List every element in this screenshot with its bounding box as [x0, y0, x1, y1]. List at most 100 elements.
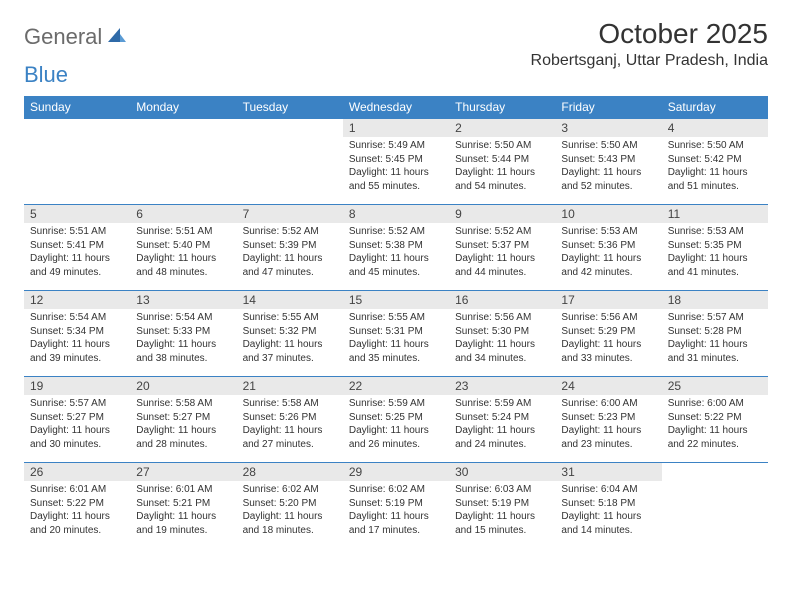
calendar-cell: 10Sunrise: 5:53 AMSunset: 5:36 PMDayligh…: [555, 204, 661, 290]
sunrise-text: Sunrise: 5:49 AM: [349, 139, 443, 153]
cell-content: Sunrise: 5:52 AMSunset: 5:39 PMDaylight:…: [237, 223, 343, 281]
cell-content: Sunrise: 5:57 AMSunset: 5:27 PMDaylight:…: [24, 395, 130, 453]
day-header: Monday: [130, 96, 236, 118]
cell-content: Sunrise: 5:56 AMSunset: 5:30 PMDaylight:…: [449, 309, 555, 367]
daylight-text: Daylight: 11 hours and 38 minutes.: [136, 338, 230, 365]
day-header: Sunday: [24, 96, 130, 118]
day-number: 20: [130, 376, 236, 395]
calendar-cell: 5Sunrise: 5:51 AMSunset: 5:41 PMDaylight…: [24, 204, 130, 290]
sunset-text: Sunset: 5:30 PM: [455, 325, 549, 339]
day-number: 26: [24, 462, 130, 481]
daylight-text: Daylight: 11 hours and 54 minutes.: [455, 166, 549, 193]
sunrise-text: Sunrise: 5:52 AM: [243, 225, 337, 239]
cell-content: Sunrise: 6:00 AMSunset: 5:23 PMDaylight:…: [555, 395, 661, 453]
calendar-table: Sunday Monday Tuesday Wednesday Thursday…: [24, 96, 768, 548]
day-header: Wednesday: [343, 96, 449, 118]
day-number: 23: [449, 376, 555, 395]
sunrise-text: Sunrise: 5:55 AM: [243, 311, 337, 325]
daylight-text: Daylight: 11 hours and 19 minutes.: [136, 510, 230, 537]
sunrise-text: Sunrise: 5:51 AM: [30, 225, 124, 239]
title-block: October 2025 Robertsganj, Uttar Pradesh,…: [531, 18, 768, 70]
cell-content: Sunrise: 5:50 AMSunset: 5:42 PMDaylight:…: [662, 137, 768, 195]
sunrise-text: Sunrise: 5:56 AM: [455, 311, 549, 325]
daylight-text: Daylight: 11 hours and 24 minutes.: [455, 424, 549, 451]
sunrise-text: Sunrise: 5:58 AM: [243, 397, 337, 411]
cell-content: Sunrise: 6:02 AMSunset: 5:19 PMDaylight:…: [343, 481, 449, 539]
sunrise-text: Sunrise: 6:00 AM: [561, 397, 655, 411]
sunset-text: Sunset: 5:23 PM: [561, 411, 655, 425]
sunset-text: Sunset: 5:19 PM: [349, 497, 443, 511]
daylight-text: Daylight: 11 hours and 26 minutes.: [349, 424, 443, 451]
sunset-text: Sunset: 5:27 PM: [136, 411, 230, 425]
daylight-text: Daylight: 11 hours and 39 minutes.: [30, 338, 124, 365]
day-number: 10: [555, 204, 661, 223]
sunset-text: Sunset: 5:26 PM: [243, 411, 337, 425]
sunrise-text: Sunrise: 5:51 AM: [136, 225, 230, 239]
sunset-text: Sunset: 5:40 PM: [136, 239, 230, 253]
sunrise-text: Sunrise: 6:03 AM: [455, 483, 549, 497]
sunset-text: Sunset: 5:36 PM: [561, 239, 655, 253]
daylight-text: Daylight: 11 hours and 41 minutes.: [668, 252, 762, 279]
daylight-text: Daylight: 11 hours and 28 minutes.: [136, 424, 230, 451]
daylight-text: Daylight: 11 hours and 27 minutes.: [243, 424, 337, 451]
day-number: 29: [343, 462, 449, 481]
cell-content: Sunrise: 5:57 AMSunset: 5:28 PMDaylight:…: [662, 309, 768, 367]
sunset-text: Sunset: 5:27 PM: [30, 411, 124, 425]
logo-word2: Blue: [24, 62, 68, 88]
cell-content: Sunrise: 5:58 AMSunset: 5:27 PMDaylight:…: [130, 395, 236, 453]
daylight-text: Daylight: 11 hours and 33 minutes.: [561, 338, 655, 365]
sunrise-text: Sunrise: 6:01 AM: [136, 483, 230, 497]
daylight-text: Daylight: 11 hours and 49 minutes.: [30, 252, 124, 279]
calendar-cell: 21Sunrise: 5:58 AMSunset: 5:26 PMDayligh…: [237, 376, 343, 462]
sunrise-text: Sunrise: 5:53 AM: [668, 225, 762, 239]
cell-content: Sunrise: 5:51 AMSunset: 5:40 PMDaylight:…: [130, 223, 236, 281]
sunrise-text: Sunrise: 5:58 AM: [136, 397, 230, 411]
daylight-text: Daylight: 11 hours and 17 minutes.: [349, 510, 443, 537]
daylight-text: Daylight: 11 hours and 37 minutes.: [243, 338, 337, 365]
calendar-cell: 9Sunrise: 5:52 AMSunset: 5:37 PMDaylight…: [449, 204, 555, 290]
day-number: 3: [555, 118, 661, 137]
sunset-text: Sunset: 5:18 PM: [561, 497, 655, 511]
calendar-week-row: 12Sunrise: 5:54 AMSunset: 5:34 PMDayligh…: [24, 290, 768, 376]
daylight-text: Daylight: 11 hours and 31 minutes.: [668, 338, 762, 365]
day-number: 1: [343, 118, 449, 137]
cell-content: Sunrise: 6:04 AMSunset: 5:18 PMDaylight:…: [555, 481, 661, 539]
calendar-cell: 23Sunrise: 5:59 AMSunset: 5:24 PMDayligh…: [449, 376, 555, 462]
day-number: 9: [449, 204, 555, 223]
daylight-text: Daylight: 11 hours and 23 minutes.: [561, 424, 655, 451]
logo-word1: General: [24, 24, 102, 50]
sunset-text: Sunset: 5:43 PM: [561, 153, 655, 167]
calendar-cell: [662, 462, 768, 548]
sunrise-text: Sunrise: 5:57 AM: [668, 311, 762, 325]
day-number: 30: [449, 462, 555, 481]
calendar-week-row: 19Sunrise: 5:57 AMSunset: 5:27 PMDayligh…: [24, 376, 768, 462]
sunset-text: Sunset: 5:42 PM: [668, 153, 762, 167]
cell-content: Sunrise: 6:01 AMSunset: 5:22 PMDaylight:…: [24, 481, 130, 539]
day-number: 7: [237, 204, 343, 223]
sunset-text: Sunset: 5:37 PM: [455, 239, 549, 253]
sunrise-text: Sunrise: 5:50 AM: [668, 139, 762, 153]
calendar-cell: 1Sunrise: 5:49 AMSunset: 5:45 PMDaylight…: [343, 118, 449, 204]
sunset-text: Sunset: 5:21 PM: [136, 497, 230, 511]
day-header: Friday: [555, 96, 661, 118]
sunrise-text: Sunrise: 5:50 AM: [455, 139, 549, 153]
cell-content: Sunrise: 5:52 AMSunset: 5:37 PMDaylight:…: [449, 223, 555, 281]
daylight-text: Daylight: 11 hours and 48 minutes.: [136, 252, 230, 279]
cell-content: Sunrise: 5:56 AMSunset: 5:29 PMDaylight:…: [555, 309, 661, 367]
calendar-cell: 31Sunrise: 6:04 AMSunset: 5:18 PMDayligh…: [555, 462, 661, 548]
calendar-cell: 15Sunrise: 5:55 AMSunset: 5:31 PMDayligh…: [343, 290, 449, 376]
daylight-text: Daylight: 11 hours and 55 minutes.: [349, 166, 443, 193]
cell-content: Sunrise: 5:59 AMSunset: 5:25 PMDaylight:…: [343, 395, 449, 453]
day-number: 16: [449, 290, 555, 309]
cell-content: Sunrise: 5:51 AMSunset: 5:41 PMDaylight:…: [24, 223, 130, 281]
sunrise-text: Sunrise: 5:54 AM: [30, 311, 124, 325]
day-number: 8: [343, 204, 449, 223]
sunset-text: Sunset: 5:22 PM: [30, 497, 124, 511]
calendar-cell: 12Sunrise: 5:54 AMSunset: 5:34 PMDayligh…: [24, 290, 130, 376]
logo: General: [24, 18, 128, 50]
sunrise-text: Sunrise: 5:50 AM: [561, 139, 655, 153]
day-number: 12: [24, 290, 130, 309]
day-header: Thursday: [449, 96, 555, 118]
daylight-text: Daylight: 11 hours and 22 minutes.: [668, 424, 762, 451]
sunset-text: Sunset: 5:38 PM: [349, 239, 443, 253]
